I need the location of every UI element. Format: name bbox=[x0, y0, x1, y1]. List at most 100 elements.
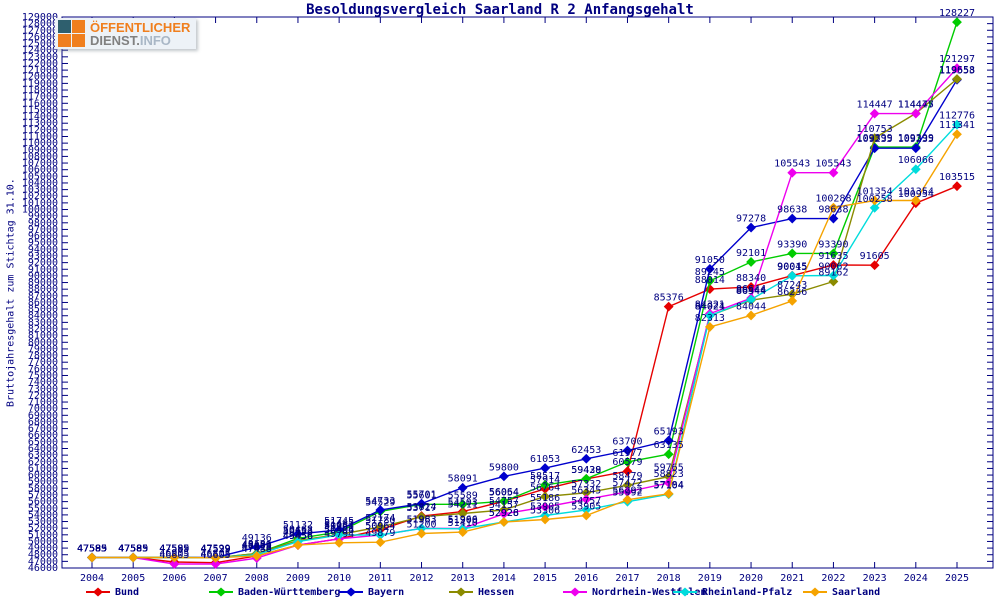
data-point-label: 47585 bbox=[159, 543, 189, 554]
data-point-label: 61977 bbox=[612, 448, 642, 459]
x-tick-label: 2018 bbox=[657, 573, 681, 584]
data-point-label: 61053 bbox=[530, 454, 560, 465]
data-point-marker bbox=[334, 530, 345, 540]
legend-swatch bbox=[209, 587, 233, 597]
data-point-label: 51041 bbox=[324, 521, 354, 532]
data-point-label: 58823 bbox=[654, 469, 684, 480]
data-point-marker bbox=[293, 529, 303, 539]
data-point-marker bbox=[952, 74, 962, 84]
y-tick-label: 122000 bbox=[22, 58, 58, 69]
data-point-label: 47585 bbox=[118, 543, 148, 554]
y-tick-label: 120000 bbox=[22, 72, 58, 83]
legend-item-baden-w-rttemberg: Baden-Württemberg bbox=[208, 585, 340, 599]
data-point-label: 62453 bbox=[571, 445, 601, 456]
data-point-marker bbox=[869, 195, 880, 206]
data-point-marker bbox=[869, 260, 880, 271]
data-point-label: 114447 bbox=[857, 100, 893, 111]
data-point-label: 101354 bbox=[857, 187, 893, 198]
y-tick-label: 97000 bbox=[28, 224, 58, 235]
y-tick-label: 99000 bbox=[28, 211, 58, 222]
data-point-marker bbox=[828, 248, 839, 259]
series-line-Bund bbox=[92, 185, 958, 564]
x-tick-label: 2022 bbox=[821, 573, 845, 584]
data-point-marker bbox=[704, 264, 715, 274]
data-point-marker bbox=[952, 181, 962, 192]
data-point-marker bbox=[293, 540, 303, 550]
y-tick-label: 78000 bbox=[28, 351, 58, 362]
x-tick-label: 2007 bbox=[204, 573, 228, 584]
data-point-label: 57914 bbox=[530, 475, 560, 486]
data-point-label: 114447 bbox=[898, 100, 934, 111]
data-point-marker bbox=[128, 552, 139, 563]
y-tick-label: 64000 bbox=[28, 444, 58, 455]
y-tick-label: 56000 bbox=[28, 497, 58, 508]
legend-label: Baden-Württemberg bbox=[238, 586, 341, 598]
y-tick-label: 80000 bbox=[28, 337, 58, 348]
data-point-label: 57184 bbox=[654, 480, 684, 491]
logo-text: ÖFFENTLICHER DIENST.INFO bbox=[90, 21, 190, 47]
y-tick-label: 52000 bbox=[28, 523, 58, 534]
y-tick-label: 63000 bbox=[28, 450, 58, 461]
data-point-marker bbox=[540, 491, 551, 502]
data-point-marker bbox=[910, 164, 921, 175]
y-tick-label: 74000 bbox=[28, 377, 58, 388]
legend-item-bayern: Bayern bbox=[338, 585, 404, 599]
y-tick-label: 90000 bbox=[28, 271, 58, 282]
data-point-label: 51780 bbox=[365, 516, 395, 527]
y-tick-label: 47000 bbox=[28, 556, 58, 567]
x-tick-label: 2005 bbox=[121, 573, 145, 584]
legend-item-saarland: Saarland bbox=[802, 585, 880, 599]
data-point-marker bbox=[746, 310, 756, 321]
data-point-marker bbox=[581, 473, 592, 484]
data-point-label: 56064 bbox=[489, 487, 519, 498]
data-point-label: 100288 bbox=[815, 194, 851, 205]
data-point-marker bbox=[952, 63, 962, 74]
data-point-label: 51745 bbox=[324, 516, 354, 527]
data-point-label: 89162 bbox=[818, 267, 848, 278]
data-point-label: 59800 bbox=[489, 462, 519, 473]
data-point-label: 50964 bbox=[324, 521, 354, 532]
y-tick-label: 55000 bbox=[28, 503, 58, 514]
data-point-label: 47585 bbox=[77, 543, 107, 554]
data-point-label: 119658 bbox=[939, 65, 975, 76]
legend-item-nordrhein-westfalen: Nordrhein-Westfalen bbox=[562, 585, 706, 599]
y-tick-label: 119000 bbox=[22, 78, 58, 89]
logo-square bbox=[72, 34, 85, 47]
data-point-marker bbox=[581, 510, 592, 521]
data-point-marker bbox=[457, 482, 468, 493]
data-point-label: 47585 bbox=[77, 543, 107, 554]
data-point-marker bbox=[828, 167, 839, 178]
data-point-marker bbox=[87, 552, 97, 563]
data-point-label: 57332 bbox=[571, 479, 601, 490]
data-point-marker bbox=[581, 494, 592, 505]
data-point-marker bbox=[457, 499, 468, 510]
logo-text-top: ÖFFENTLICHER bbox=[90, 19, 191, 35]
data-point-marker bbox=[704, 310, 715, 321]
y-tick-label: 89000 bbox=[28, 278, 58, 289]
y-tick-label: 76000 bbox=[28, 364, 58, 375]
data-point-label: 50964 bbox=[365, 521, 395, 532]
data-point-label: 87243 bbox=[777, 280, 807, 291]
data-point-label: 105543 bbox=[815, 159, 851, 170]
data-point-label: 98638 bbox=[777, 205, 807, 216]
data-point-label: 93390 bbox=[818, 239, 848, 250]
x-tick-label: 2023 bbox=[863, 573, 887, 584]
x-tick-label: 2009 bbox=[286, 573, 310, 584]
y-tick-label: 127000 bbox=[22, 25, 58, 36]
data-point-label: 56345 bbox=[571, 485, 601, 496]
data-point-marker bbox=[622, 494, 633, 505]
data-point-label: 51900 bbox=[448, 515, 478, 526]
y-tick-label: 54000 bbox=[28, 510, 58, 521]
y-tick-label: 124000 bbox=[22, 45, 58, 56]
data-point-label: 47529 bbox=[201, 544, 231, 555]
y-tick-label: 93000 bbox=[28, 251, 58, 262]
data-point-label: 91635 bbox=[818, 251, 848, 262]
site-logo[interactable]: ÖFFENTLICHER DIENST.INFO bbox=[55, 18, 197, 49]
data-point-label: 103515 bbox=[939, 172, 975, 183]
legend-label: Bayern bbox=[368, 586, 405, 598]
y-tick-label: 68000 bbox=[28, 417, 58, 428]
y-tick-label: 104000 bbox=[22, 178, 58, 189]
legend-label: Saarland bbox=[832, 586, 881, 598]
x-tick-label: 2020 bbox=[739, 573, 763, 584]
